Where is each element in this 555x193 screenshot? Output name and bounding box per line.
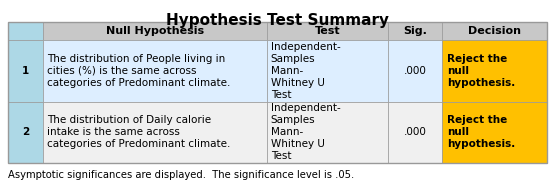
- Text: Independent-
Samples
Mann-
Whitney U
Test: Independent- Samples Mann- Whitney U Tes…: [271, 42, 340, 100]
- Bar: [8, 22, 547, 163]
- Bar: [442, 102, 547, 163]
- Bar: [43, 102, 267, 163]
- Bar: [43, 40, 267, 102]
- Bar: [43, 22, 267, 40]
- Bar: [267, 40, 388, 102]
- Text: Reject the
null
hypothesis.: Reject the null hypothesis.: [447, 54, 515, 88]
- Bar: [8, 40, 43, 102]
- Text: Hypothesis Test Summary: Hypothesis Test Summary: [165, 13, 388, 28]
- Bar: [8, 102, 43, 163]
- Text: 2: 2: [22, 127, 29, 137]
- Text: Reject the
null
hypothesis.: Reject the null hypothesis.: [447, 115, 515, 149]
- Text: 1: 1: [22, 66, 29, 76]
- Bar: [442, 40, 547, 102]
- Text: Null Hypothesis: Null Hypothesis: [106, 26, 204, 36]
- Text: Sig.: Sig.: [403, 26, 427, 36]
- Text: The distribution of Daily calorie
intake is the same across
categories of Predom: The distribution of Daily calorie intake…: [47, 115, 230, 149]
- Text: .000: .000: [403, 127, 426, 137]
- Bar: [388, 40, 442, 102]
- Bar: [388, 22, 442, 40]
- Text: Decision: Decision: [468, 26, 521, 36]
- Bar: [267, 102, 388, 163]
- Text: .000: .000: [403, 66, 426, 76]
- Text: Independent-
Samples
Mann-
Whitney U
Test: Independent- Samples Mann- Whitney U Tes…: [271, 103, 340, 161]
- Bar: [388, 102, 442, 163]
- Text: The distribution of People living in
cities (%) is the same across
categories of: The distribution of People living in cit…: [47, 54, 230, 88]
- Bar: [442, 22, 547, 40]
- Text: Asymptotic significances are displayed.  The significance level is .05.: Asymptotic significances are displayed. …: [8, 170, 354, 180]
- Bar: [8, 22, 43, 40]
- Text: Test: Test: [315, 26, 340, 36]
- Bar: [267, 22, 388, 40]
